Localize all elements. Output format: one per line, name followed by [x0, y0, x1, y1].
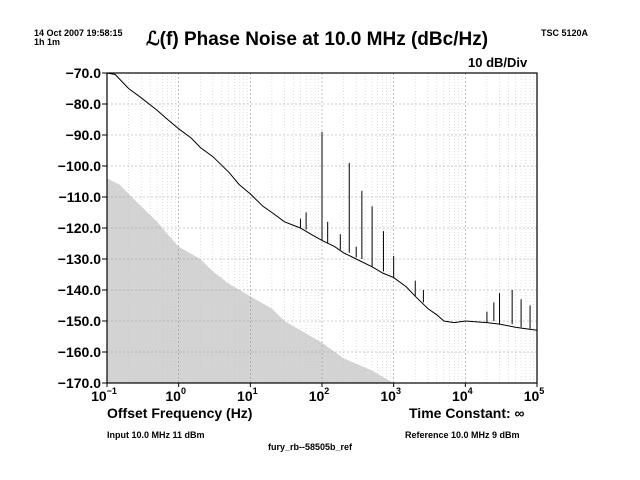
- y-tick-label: −90.0: [66, 127, 102, 143]
- y-tick-label: −120.0: [58, 220, 101, 236]
- duration: 1h 1m: [34, 37, 61, 47]
- instrument-model: TSC 5120A: [541, 28, 589, 38]
- reference-info: Reference 10.0 MHz 9 dBm: [405, 430, 520, 440]
- y-tick-label: −80.0: [66, 96, 102, 112]
- x-tick-label: 104: [452, 386, 473, 404]
- y-tick-label: −130.0: [58, 251, 101, 267]
- x-tick-label: 102: [309, 386, 330, 404]
- timestamp: 14 Oct 2007 19:58:15: [34, 28, 123, 38]
- y-tick-label: −170.0: [58, 375, 101, 391]
- x-tick-label: 103: [380, 386, 401, 404]
- y-tick-label: −110.0: [59, 189, 102, 205]
- file-name: fury_rb--58505b_ref: [268, 442, 353, 452]
- y-tick-label: −140.0: [58, 282, 101, 298]
- time-constant-label: Time Constant: ∞: [409, 405, 525, 421]
- x-tick-label: 105: [524, 386, 545, 404]
- x-tick-label: 10−1: [91, 386, 117, 404]
- input-info: Input 10.0 MHz 11 dBm: [107, 430, 205, 440]
- chart-title: ℒ(f) Phase Noise at 10.0 MHz (dBc/Hz): [146, 29, 489, 50]
- scale-label: 10 dB/Div: [468, 55, 528, 70]
- x-axis-label: Offset Frequency (Hz): [107, 405, 253, 421]
- y-tick-label: −100.0: [58, 158, 101, 174]
- y-tick-label: −70.0: [66, 65, 102, 81]
- x-tick-label: 100: [165, 386, 186, 404]
- y-tick-label: −150.0: [58, 313, 101, 329]
- x-tick-label: 101: [237, 386, 258, 404]
- noise-floor-area: [107, 178, 394, 383]
- y-tick-label: −160.0: [58, 344, 101, 360]
